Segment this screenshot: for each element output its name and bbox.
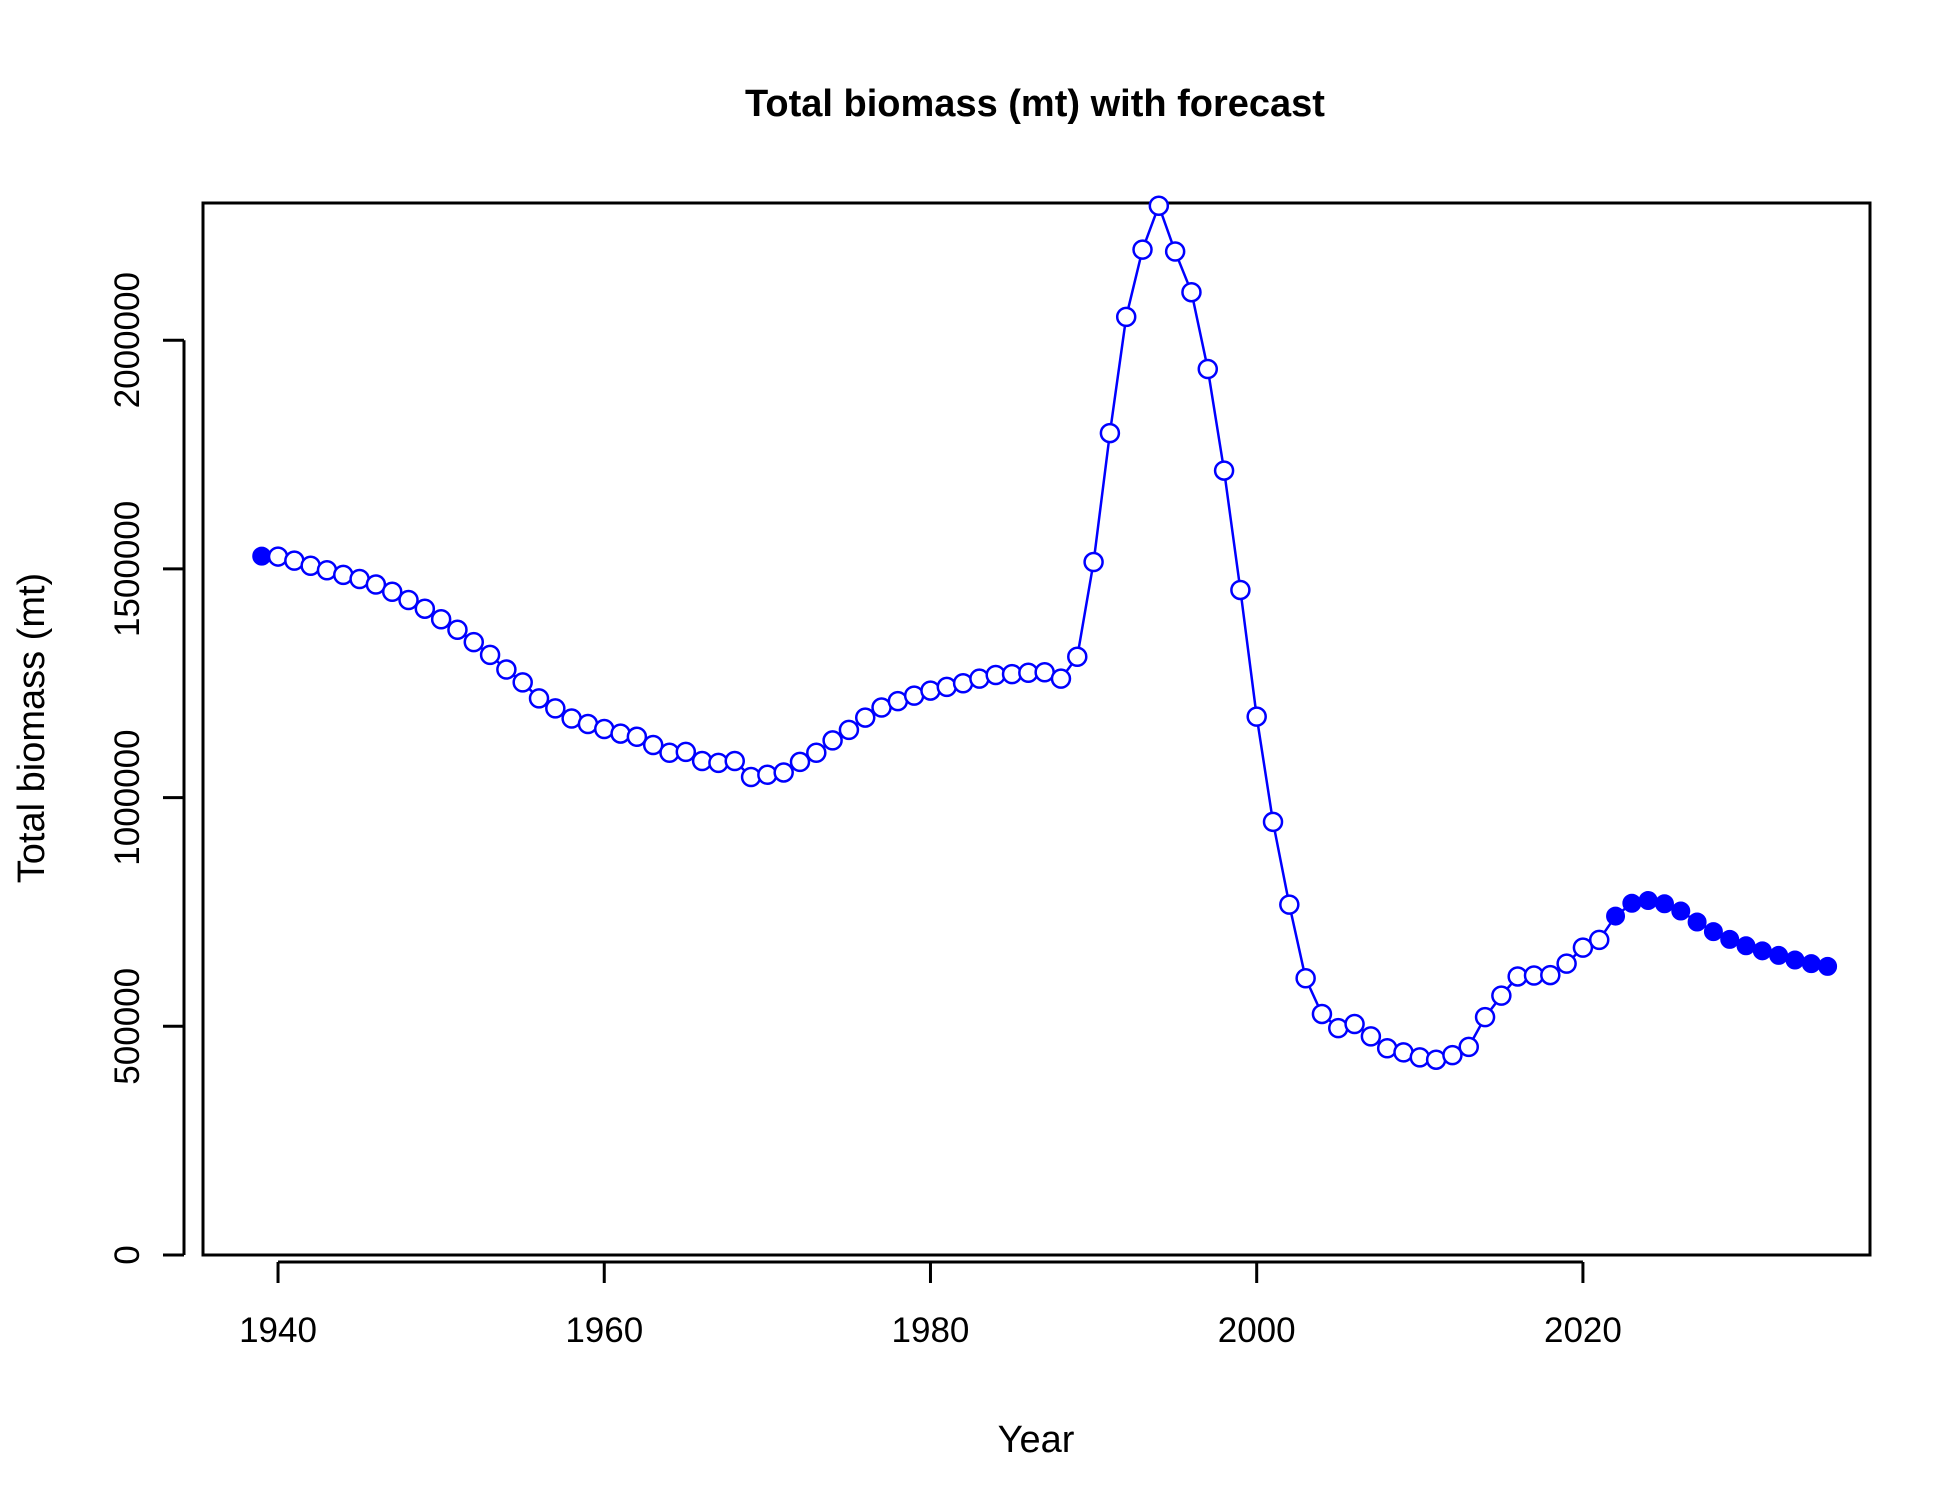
data-point	[642, 734, 664, 756]
data-point	[626, 726, 648, 748]
data-point-filled	[1818, 956, 1838, 976]
data-point-filled	[1671, 901, 1691, 921]
data-point-filled	[1736, 936, 1756, 956]
data-point	[1148, 195, 1170, 216]
data-point	[806, 742, 827, 764]
data-point	[740, 766, 762, 788]
data-point	[1572, 937, 1594, 958]
data-point	[1164, 241, 1186, 262]
data-point	[1246, 706, 1267, 727]
y-tick-label: 0	[108, 1245, 147, 1264]
data-point	[496, 659, 517, 680]
data-point	[1556, 953, 1577, 974]
data-point	[479, 644, 501, 666]
data-point	[1115, 306, 1137, 328]
data-point	[1458, 1036, 1479, 1058]
data-point-filled	[1606, 906, 1626, 926]
data-point	[545, 698, 566, 719]
data-point	[528, 688, 550, 709]
data-point	[1344, 1013, 1365, 1035]
data-point	[1050, 668, 1072, 689]
data-point-filled	[1703, 922, 1723, 942]
data-point	[789, 751, 811, 773]
data-point	[757, 764, 778, 785]
data-point	[773, 762, 794, 783]
x-axis: 1940 1960 1980 2000 2020	[239, 1260, 1622, 1350]
chart-title: Total biomass (mt) with forecast	[745, 83, 1325, 125]
data-point	[1279, 894, 1300, 915]
y-axis: 0 500000 1000000 1500000 2000000	[108, 272, 186, 1265]
data-point	[1588, 929, 1610, 951]
data-point	[854, 707, 876, 728]
data-point	[1132, 239, 1153, 260]
x-tick-label: 1980	[892, 1311, 970, 1350]
data-point	[398, 589, 419, 611]
plot-frame	[201, 201, 1872, 1257]
data-point-filled	[1801, 954, 1821, 974]
data-point-filled	[1785, 950, 1805, 970]
data-point	[1213, 460, 1235, 481]
data-point-filled	[1622, 893, 1642, 913]
data-point	[1360, 1026, 1382, 1047]
x-tick-label: 2020	[1544, 1311, 1622, 1350]
series-biomass	[252, 195, 1838, 1070]
data-point	[1067, 646, 1088, 667]
data-point	[1474, 1006, 1496, 1028]
data-point-filled	[1638, 891, 1658, 911]
y-axis-label: Total biomass (mt)	[11, 573, 53, 883]
y-tick-label: 1500000	[108, 501, 147, 637]
data-point-filled	[1752, 941, 1772, 961]
data-point	[1083, 551, 1104, 573]
data-point-filled	[1769, 945, 1789, 965]
series-line	[261, 202, 1828, 1061]
data-point	[724, 750, 745, 772]
data-point	[1262, 811, 1284, 833]
data-point	[512, 672, 533, 693]
data-point	[414, 598, 436, 619]
data-point	[969, 668, 990, 689]
data-point	[610, 723, 631, 744]
data-point	[1311, 1003, 1333, 1025]
data-point	[1540, 964, 1561, 986]
data-point-filled	[1687, 912, 1707, 932]
data-point	[1295, 968, 1316, 989]
data-point-filled	[1654, 894, 1674, 914]
data-point	[365, 574, 387, 595]
data-point	[675, 741, 697, 763]
data-point	[838, 719, 860, 741]
y-tick-label: 1000000	[108, 729, 147, 865]
x-tick-label: 2000	[1218, 1311, 1296, 1350]
data-point	[430, 608, 452, 630]
data-point	[1197, 358, 1219, 380]
y-tick-label: 500000	[108, 968, 147, 1085]
data-point	[1230, 579, 1251, 601]
y-tick-label: 2000000	[108, 272, 147, 408]
x-axis-label: Year	[998, 1419, 1075, 1461]
data-point	[920, 680, 941, 701]
data-point-filled	[1720, 929, 1740, 949]
data-point	[463, 631, 485, 653]
data-point	[1181, 281, 1202, 303]
data-point	[822, 730, 843, 751]
data-point	[381, 581, 403, 603]
x-tick-label: 1940	[239, 1311, 317, 1350]
x-tick-label: 1960	[565, 1311, 643, 1350]
data-point	[1409, 1047, 1431, 1068]
data-point	[447, 619, 468, 640]
data-point	[1491, 985, 1512, 1006]
data-point	[1099, 422, 1121, 444]
data-point	[936, 676, 958, 698]
data-point	[1442, 1044, 1463, 1066]
